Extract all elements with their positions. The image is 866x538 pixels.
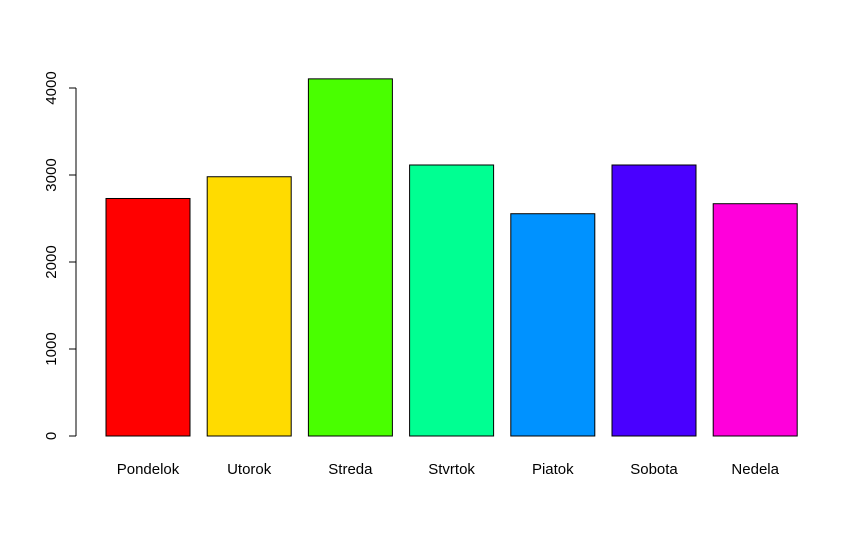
x-axis-labels: Pondelok Utorok Streda Stvrtok Piatok Sobota N… <box>117 461 780 478</box>
x-category-label: Piatok <box>532 461 574 478</box>
y-axis: 0 1000 2000 3000 4000 <box>43 71 77 440</box>
bar-sobota <box>611 164 697 437</box>
bar-stvrtok <box>409 164 495 437</box>
y-tick-label: 3000 <box>43 158 60 191</box>
y-tick-label: 2000 <box>43 245 60 278</box>
x-category-label: Sobota <box>630 461 678 478</box>
x-category-label: Pondelok <box>117 461 180 478</box>
x-category-label: Utorok <box>227 461 272 478</box>
bars <box>105 78 798 437</box>
bar-utorok <box>206 176 292 437</box>
bar-nedela <box>712 203 798 437</box>
x-category-label: Nedela <box>731 461 779 478</box>
y-tick-label: 0 <box>43 432 60 440</box>
y-tick-label: 4000 <box>43 71 60 104</box>
bar-pondelok <box>105 197 191 437</box>
bar-piatok <box>510 213 596 437</box>
x-category-label: Streda <box>328 461 373 478</box>
x-category-label: Stvrtok <box>428 461 475 478</box>
bar-streda <box>307 78 393 437</box>
y-tick-label: 1000 <box>43 332 60 365</box>
